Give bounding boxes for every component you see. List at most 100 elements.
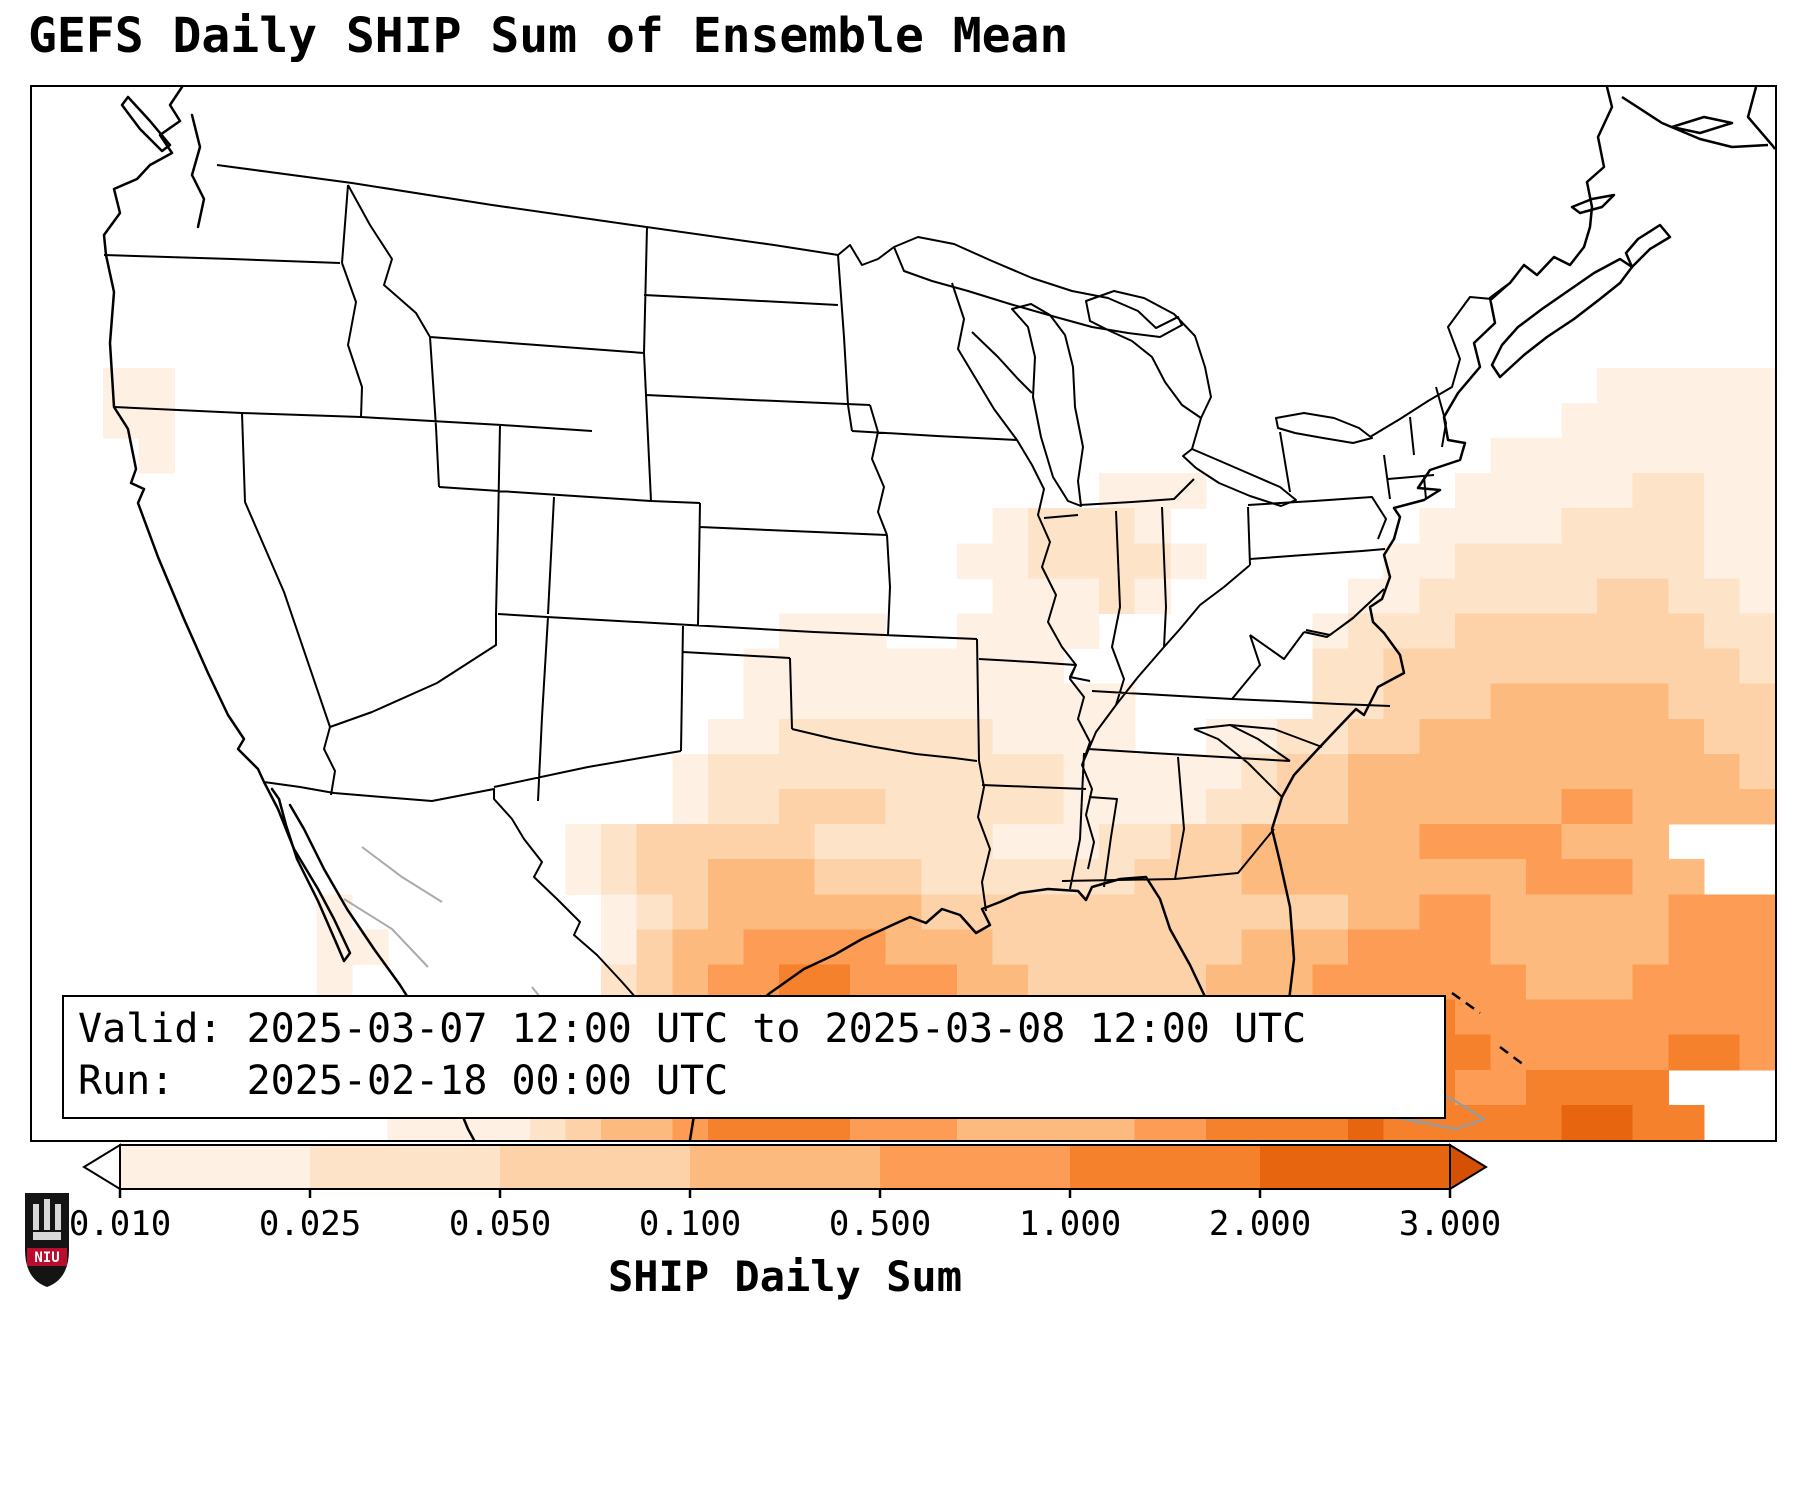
page-title: GEFS Daily SHIP Sum of Ensemble Mean bbox=[28, 8, 1069, 64]
heatmap-cell bbox=[1561, 894, 1598, 930]
heatmap-cell bbox=[1561, 859, 1598, 895]
heatmap-cell bbox=[1668, 367, 1705, 404]
map-panel bbox=[30, 85, 1777, 1142]
heatmap-cell bbox=[1526, 894, 1563, 930]
heatmap-cell bbox=[1490, 438, 1527, 474]
heatmap-cell bbox=[1099, 578, 1136, 615]
heatmap-cell bbox=[1383, 894, 1420, 930]
heatmap-cell bbox=[1134, 473, 1171, 509]
heatmap-cell bbox=[1597, 578, 1634, 615]
heatmap-cell bbox=[1561, 578, 1598, 615]
heatmap-cell bbox=[1490, 929, 1527, 966]
heatmap-cell bbox=[1526, 859, 1563, 895]
heatmap-cell bbox=[1597, 402, 1634, 439]
heatmap-cell bbox=[1241, 964, 1278, 1001]
heatmap-cell bbox=[1454, 964, 1492, 1001]
heatmap-cell bbox=[1526, 1034, 1563, 1071]
heatmap-cell bbox=[1739, 473, 1775, 509]
heatmap-cell bbox=[1454, 753, 1492, 790]
colorbar-segment bbox=[1070, 1145, 1261, 1189]
heatmap-cell bbox=[1134, 824, 1171, 860]
heatmap-cell bbox=[1028, 789, 1065, 825]
heatmap-cell bbox=[1703, 964, 1741, 1001]
heatmap-cell bbox=[743, 648, 780, 685]
heatmap-cell bbox=[1312, 894, 1349, 930]
heatmap-cell bbox=[956, 613, 994, 650]
heatmap-cell bbox=[707, 824, 745, 860]
colorbar-outline bbox=[119, 1144, 1451, 1190]
heatmap-cell bbox=[1419, 894, 1456, 930]
heatmap-cell bbox=[1561, 402, 1598, 439]
heatmap-cell bbox=[1170, 894, 1207, 930]
heatmap-cell bbox=[956, 718, 994, 755]
heatmap-cell bbox=[1490, 683, 1527, 720]
heatmap-cell bbox=[1632, 683, 1669, 720]
heatmap-cell bbox=[1383, 859, 1420, 895]
heatmap-cell bbox=[1134, 508, 1171, 544]
heatmap-cell bbox=[1632, 1034, 1669, 1071]
heatmap-cell bbox=[1454, 718, 1492, 755]
heatmap-cell bbox=[1348, 929, 1385, 966]
heatmap-cell bbox=[1632, 753, 1669, 790]
heatmap-cell bbox=[850, 859, 887, 895]
heatmap-cell bbox=[885, 789, 922, 825]
heatmap-cell bbox=[885, 859, 922, 895]
valid-time-text: Valid: 2025-03-07 12:00 UTC to 2025-03-0… bbox=[78, 1006, 1307, 1052]
heatmap-cell bbox=[1597, 613, 1634, 650]
colorbar-axis-label: SHIP Daily Sum bbox=[607, 1252, 962, 1301]
heatmap-cell bbox=[1668, 578, 1705, 615]
heatmap-cell bbox=[1597, 964, 1634, 1001]
heatmap-cell bbox=[1526, 999, 1563, 1036]
heatmap-cell bbox=[1348, 824, 1385, 860]
heatmap-cell bbox=[1099, 929, 1136, 966]
heatmap-cell bbox=[1561, 543, 1598, 579]
heatmap-cell bbox=[1739, 894, 1775, 930]
heatmap-cell bbox=[1312, 753, 1349, 790]
heatmap-cell bbox=[1668, 508, 1705, 544]
heatmap-cell bbox=[672, 929, 709, 966]
colorbar-tick-label: 2.000 bbox=[1209, 1204, 1311, 1244]
heatmap-cell bbox=[1739, 929, 1775, 966]
heatmap-cell bbox=[1099, 894, 1136, 930]
heatmap-cell bbox=[1028, 648, 1065, 685]
heatmap-cell bbox=[1454, 999, 1492, 1036]
heatmap-cell bbox=[672, 894, 709, 930]
heatmap-cell bbox=[743, 824, 780, 860]
heatmap-cell bbox=[1703, 543, 1741, 579]
heatmap-cell bbox=[1597, 367, 1634, 404]
heatmap-cell bbox=[1739, 402, 1775, 439]
heatmap-cell bbox=[1490, 824, 1527, 860]
castle-icon bbox=[33, 1199, 61, 1240]
heatmap-cell bbox=[1490, 1069, 1527, 1106]
heatmap-cell bbox=[1597, 789, 1634, 825]
valid-run-info-box: Valid: 2025-03-07 12:00 UTC to 2025-03-0… bbox=[62, 995, 1446, 1119]
heatmap-cell bbox=[1561, 1069, 1598, 1106]
heatmap-cell bbox=[1739, 578, 1775, 615]
heatmap-cell bbox=[1205, 789, 1243, 825]
heatmap-cell bbox=[1063, 964, 1100, 1001]
heatmap-cell bbox=[1739, 753, 1775, 790]
heatmap-cell bbox=[1205, 753, 1243, 790]
heatmap-cell bbox=[814, 894, 851, 930]
heatmap-cell bbox=[1454, 824, 1492, 860]
heatmap-cell bbox=[1205, 824, 1243, 860]
heatmap-cell bbox=[885, 753, 922, 790]
heatmap-cell bbox=[672, 859, 709, 895]
heatmap-cell bbox=[1597, 859, 1634, 895]
heatmap-cell bbox=[956, 789, 994, 825]
heatmap-cell bbox=[1170, 789, 1207, 825]
heatmap-cell bbox=[1632, 367, 1669, 404]
heatmap-cell bbox=[1454, 508, 1492, 544]
heatmap-cell bbox=[1241, 859, 1278, 895]
heatmap-cell bbox=[1632, 438, 1669, 474]
heatmap-cell bbox=[1703, 789, 1741, 825]
heatmap-cell bbox=[779, 929, 816, 966]
heatmap-cell bbox=[1703, 648, 1741, 685]
heatmap-cell bbox=[1490, 789, 1527, 825]
heatmap-cell bbox=[1277, 824, 1314, 860]
heatmap-cell bbox=[1597, 929, 1634, 966]
heatmap-cell bbox=[1526, 964, 1563, 1001]
heatmap-cell bbox=[1561, 613, 1598, 650]
heatmap-cell bbox=[1632, 613, 1669, 650]
heatmap-cell bbox=[565, 824, 602, 860]
